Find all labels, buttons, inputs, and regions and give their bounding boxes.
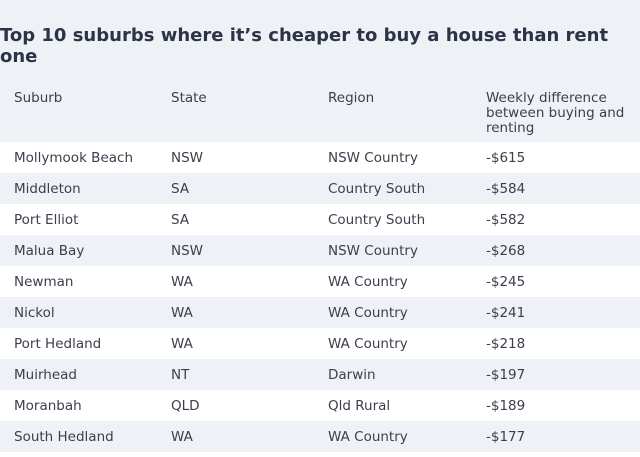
cell-region: Country South xyxy=(328,180,426,197)
cell-weekly-difference: -$189 xyxy=(486,397,526,414)
table-row: Port Hedland WA WA Country -$218 xyxy=(0,328,640,359)
cell-weekly-difference: -$268 xyxy=(486,242,526,259)
table-row: Nickol WA WA Country -$241 xyxy=(0,297,640,328)
cell-region: Qld Rural xyxy=(328,397,391,414)
cell-state: WA xyxy=(171,335,193,352)
cell-suburb: South Hedland xyxy=(14,428,114,445)
cell-weekly-difference: -$245 xyxy=(486,273,526,290)
cell-weekly-difference: -$197 xyxy=(486,366,526,383)
cell-region: Darwin xyxy=(328,366,376,383)
cell-suburb: Moranbah xyxy=(14,397,82,414)
cell-region: WA Country xyxy=(328,304,408,321)
cell-state: NSW xyxy=(171,149,204,166)
cell-suburb: Middleton xyxy=(14,180,81,197)
column-header-state: State xyxy=(171,90,207,106)
cell-weekly-difference: -$615 xyxy=(486,149,526,166)
cell-weekly-difference: -$218 xyxy=(486,335,526,352)
column-header-region: Region xyxy=(328,90,375,106)
cell-state: WA xyxy=(171,273,193,290)
cell-region: WA Country xyxy=(328,273,408,290)
title-bar: Top 10 suburbs where it’s cheaper to buy… xyxy=(0,0,640,82)
cell-weekly-difference: -$177 xyxy=(486,428,526,445)
header-row: Suburb State Region Weekly difference be… xyxy=(0,82,640,142)
cell-region: NSW Country xyxy=(328,242,418,259)
cell-region: WA Country xyxy=(328,428,408,445)
cell-suburb: Muirhead xyxy=(14,366,77,383)
table-title: Top 10 suburbs where it’s cheaper to buy… xyxy=(0,25,609,67)
cell-suburb: Mollymook Beach xyxy=(14,149,133,166)
cell-region: Country South xyxy=(328,211,426,228)
cell-state: NT xyxy=(171,366,190,383)
cell-suburb: Port Hedland xyxy=(14,335,102,352)
cell-state: QLD xyxy=(171,397,200,414)
cell-state: SA xyxy=(171,211,190,228)
table-row: Moranbah QLD Qld Rural -$189 xyxy=(0,390,640,421)
cell-weekly-difference: -$582 xyxy=(486,211,526,228)
cell-weekly-difference: -$241 xyxy=(486,304,526,321)
cell-state: NSW xyxy=(171,242,204,259)
table-row: Muirhead NT Darwin -$197 xyxy=(0,359,640,390)
cell-region: NSW Country xyxy=(328,149,418,166)
cell-suburb: Port Elliot xyxy=(14,211,79,228)
table-row: Newman WA WA Country -$245 xyxy=(0,266,640,297)
cell-state: SA xyxy=(171,180,190,197)
table-row: South Hedland WA WA Country -$177 xyxy=(0,421,640,452)
column-header-weekly-difference: Weekly difference between buying and ren… xyxy=(486,90,625,136)
table-row: Port Elliot SA Country South -$582 xyxy=(0,204,640,235)
cell-suburb: Newman xyxy=(14,273,74,290)
cell-state: WA xyxy=(171,304,193,321)
cell-weekly-difference: -$584 xyxy=(486,180,526,197)
cell-region: WA Country xyxy=(328,335,408,352)
table-body: Mollymook Beach NSW NSW Country -$615 Middle… xyxy=(0,142,640,452)
table-row: Malua Bay NSW NSW Country -$268 xyxy=(0,235,640,266)
suburbs-table: Suburb State Region Weekly difference be… xyxy=(0,82,640,452)
column-header-suburb: Suburb xyxy=(14,90,63,106)
cell-suburb: Malua Bay xyxy=(14,242,85,259)
cell-suburb: Nickol xyxy=(14,304,55,321)
table-row: Middleton SA Country South -$584 xyxy=(0,173,640,204)
cell-state: WA xyxy=(171,428,193,445)
table-row: Mollymook Beach NSW NSW Country -$615 xyxy=(0,142,640,173)
